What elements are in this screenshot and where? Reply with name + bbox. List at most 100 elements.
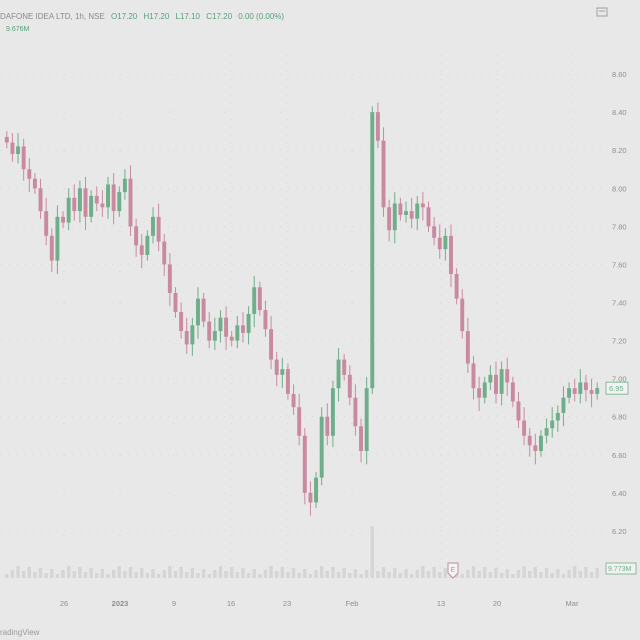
volume-bar (241, 568, 245, 578)
volume-bar (83, 572, 88, 578)
volume-bar (528, 571, 532, 578)
candle-body (240, 325, 245, 333)
candle-body (432, 226, 437, 238)
candle-body (477, 388, 482, 398)
volume-bar (331, 567, 335, 578)
candle-body (375, 112, 380, 141)
candle-body (83, 188, 88, 217)
volume-bar (156, 574, 161, 578)
y-tick-label: 7.00 (612, 375, 627, 384)
volume-bar (409, 574, 414, 578)
candle-body (49, 235, 54, 261)
settings-icon[interactable] (596, 6, 608, 18)
candle-body (134, 226, 139, 246)
x-tick-label: 9 (172, 599, 176, 608)
candle-body (308, 492, 313, 503)
volume-bar (258, 574, 262, 578)
candle-body (246, 313, 251, 333)
candle-body (285, 369, 290, 394)
candle-body (151, 216, 155, 236)
volume-bar (252, 569, 256, 578)
candle-body (27, 169, 32, 179)
event-flag-label: E (451, 567, 456, 574)
candle-body (229, 336, 234, 341)
volume-bar (179, 567, 183, 578)
volume-bar (185, 572, 189, 578)
volume-bar (246, 573, 251, 578)
volume-bar (100, 569, 105, 578)
volume-bar (151, 569, 155, 578)
candle-body (426, 207, 431, 227)
volume-bar (561, 574, 566, 578)
candle-body (527, 435, 532, 446)
volume-bar (16, 566, 20, 578)
candle-body (319, 416, 324, 478)
candle-body (44, 211, 49, 236)
candle-body (201, 298, 206, 322)
volume-bar (145, 573, 150, 578)
candle-body (330, 388, 335, 436)
volume-bar (89, 568, 93, 578)
volume-legend: 9.676M (6, 26, 30, 33)
candle-body (538, 435, 543, 451)
y-tick-label: 7.80 (612, 222, 627, 231)
candle-body (465, 331, 470, 364)
volume-bar (44, 573, 48, 578)
volume-bar (275, 571, 279, 578)
volume-bar (27, 567, 31, 578)
candle-body (10, 142, 15, 154)
x-tick-label: 26 (60, 599, 68, 608)
volume-bar (539, 572, 543, 578)
candle-body (297, 407, 302, 436)
volume-bar (5, 574, 9, 578)
candle-body (280, 369, 285, 375)
volume-bar (370, 526, 374, 578)
candle-body (550, 420, 555, 429)
candle-body (555, 412, 560, 421)
y-tick-label: 7.40 (612, 299, 627, 308)
candle-body (139, 245, 144, 255)
volume-bar (573, 566, 577, 578)
candle-body (212, 331, 217, 341)
volume-tag (605, 562, 637, 575)
y-tick-label: 8.20 (612, 146, 627, 155)
candle-body (409, 211, 414, 219)
volume-bar (393, 568, 397, 578)
volume-bar (415, 570, 419, 578)
candle-body (533, 445, 538, 451)
volume-bar (263, 570, 268, 578)
volume-bar (10, 570, 15, 578)
candle-body (184, 331, 189, 345)
candle-body (167, 264, 172, 293)
volume-bar (291, 568, 296, 578)
candle-body (415, 203, 420, 219)
candle-body (156, 216, 161, 242)
candle-body (561, 397, 566, 413)
candle-body (454, 273, 459, 299)
candle-body (336, 359, 341, 389)
y-tick-label: 6.60 (612, 451, 627, 460)
candle-body (66, 197, 71, 223)
candle-body (235, 325, 240, 341)
y-tick-label: 6.20 (612, 527, 627, 536)
volume-bar (269, 566, 273, 578)
volume-bar (376, 571, 380, 578)
candle-body (117, 192, 122, 212)
candle-body (111, 184, 116, 212)
candle-body (510, 382, 515, 402)
symbol-name[interactable]: DAFONE IDEA LTD, 1h, NSE (0, 12, 105, 21)
ohlc-change: 0.00 (0.00%) (238, 12, 285, 21)
candle-body (516, 401, 521, 421)
volume-bar (297, 573, 301, 578)
candle-body (89, 195, 94, 217)
volume-bar (38, 568, 43, 578)
candle-body (128, 178, 133, 227)
candle-body (589, 390, 594, 394)
symbol-header: DAFONE IDEA LTD, 1h, NSE O17.20 H17.20 L… (0, 12, 288, 21)
candle-body (32, 178, 37, 189)
candle-body (544, 428, 549, 436)
candle-body (420, 203, 425, 208)
candle-body (100, 203, 105, 208)
tradingview-brand[interactable]: radingView (0, 628, 40, 637)
candle-body (252, 287, 257, 314)
